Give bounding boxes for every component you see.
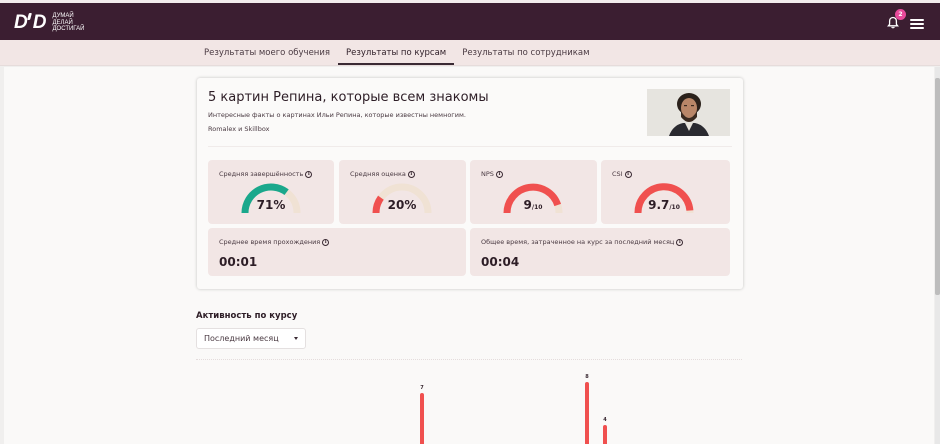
metric-nps: NPS i 9/10: [470, 160, 597, 224]
info-icon[interactable]: i: [322, 238, 330, 246]
info-icon[interactable]: i: [305, 170, 313, 178]
activity-bar[interactable]: [420, 393, 424, 444]
completion-gauge: [241, 183, 301, 214]
course-description: Интересные факты о картинах Ильи Репина,…: [208, 111, 466, 119]
activity-bar[interactable]: [585, 382, 589, 444]
chevron-down-icon: [294, 337, 298, 340]
menu-icon[interactable]: [910, 19, 924, 29]
course-card: 5 картин Репина, которые всем знакомы Ин…: [197, 78, 743, 289]
nps-gauge: [503, 183, 563, 214]
activity-bar[interactable]: [603, 425, 607, 444]
activity-title: Активность по курсу: [196, 311, 298, 321]
notification-badge: 2: [895, 9, 906, 20]
bell-icon[interactable]: [887, 16, 899, 29]
metric-csi: CSI i 9.7/10: [601, 160, 730, 224]
metric-rating: Средняя оценка i 20%: [339, 160, 466, 224]
nps-value: 9/10: [523, 198, 543, 212]
rating-gauge: [372, 183, 432, 214]
scrollbar[interactable]: [935, 67, 940, 444]
metric-completion: Средняя завершённость i 71%: [208, 160, 334, 224]
completion-value: 71%: [256, 198, 286, 212]
tab-my-learning-results[interactable]: Результаты моего обучения: [204, 48, 331, 58]
portrait-image: [647, 89, 730, 136]
course-title: 5 картин Репина, которые всем знакомы: [208, 90, 489, 105]
info-icon[interactable]: i: [624, 170, 632, 178]
info-icon[interactable]: i: [495, 170, 503, 178]
info-icon[interactable]: i: [407, 170, 415, 178]
rating-value: 20%: [387, 198, 417, 212]
logo[interactable]: DD Думай Делай Достигай: [14, 12, 84, 34]
csi-gauge: [634, 183, 694, 214]
tab-employee-results[interactable]: Результаты по сотрудникам: [462, 48, 590, 58]
metric-avg-time: Среднее время прохождения i 00:01: [208, 228, 466, 276]
total-time-value: 00:04: [481, 255, 520, 269]
info-icon[interactable]: i: [676, 238, 684, 246]
scrollbar-thumb[interactable]: [935, 78, 940, 295]
logo-tagline: Думай Делай Достигай: [52, 13, 85, 33]
card-divider: [208, 146, 732, 147]
course-image: [647, 89, 730, 136]
metric-total-time: Общее время, затраченное на курс за посл…: [470, 228, 730, 276]
csi-value: 9.7/10: [648, 198, 680, 212]
tab-bar: Результаты моего обучения Результаты по …: [0, 40, 940, 66]
top-bar: DD Думай Делай Достигай 2: [0, 0, 940, 40]
avg-time-value: 00:01: [219, 255, 258, 269]
tab-course-results[interactable]: Результаты по курсам: [338, 40, 455, 66]
bar-label: 8: [585, 374, 589, 380]
course-author: Romalex и Skillbox: [208, 125, 270, 133]
bar-label: 4: [603, 417, 607, 423]
period-select[interactable]: Последний месяц: [196, 328, 306, 349]
bar-label: 7: [420, 385, 424, 391]
chart-divider: [196, 359, 742, 360]
